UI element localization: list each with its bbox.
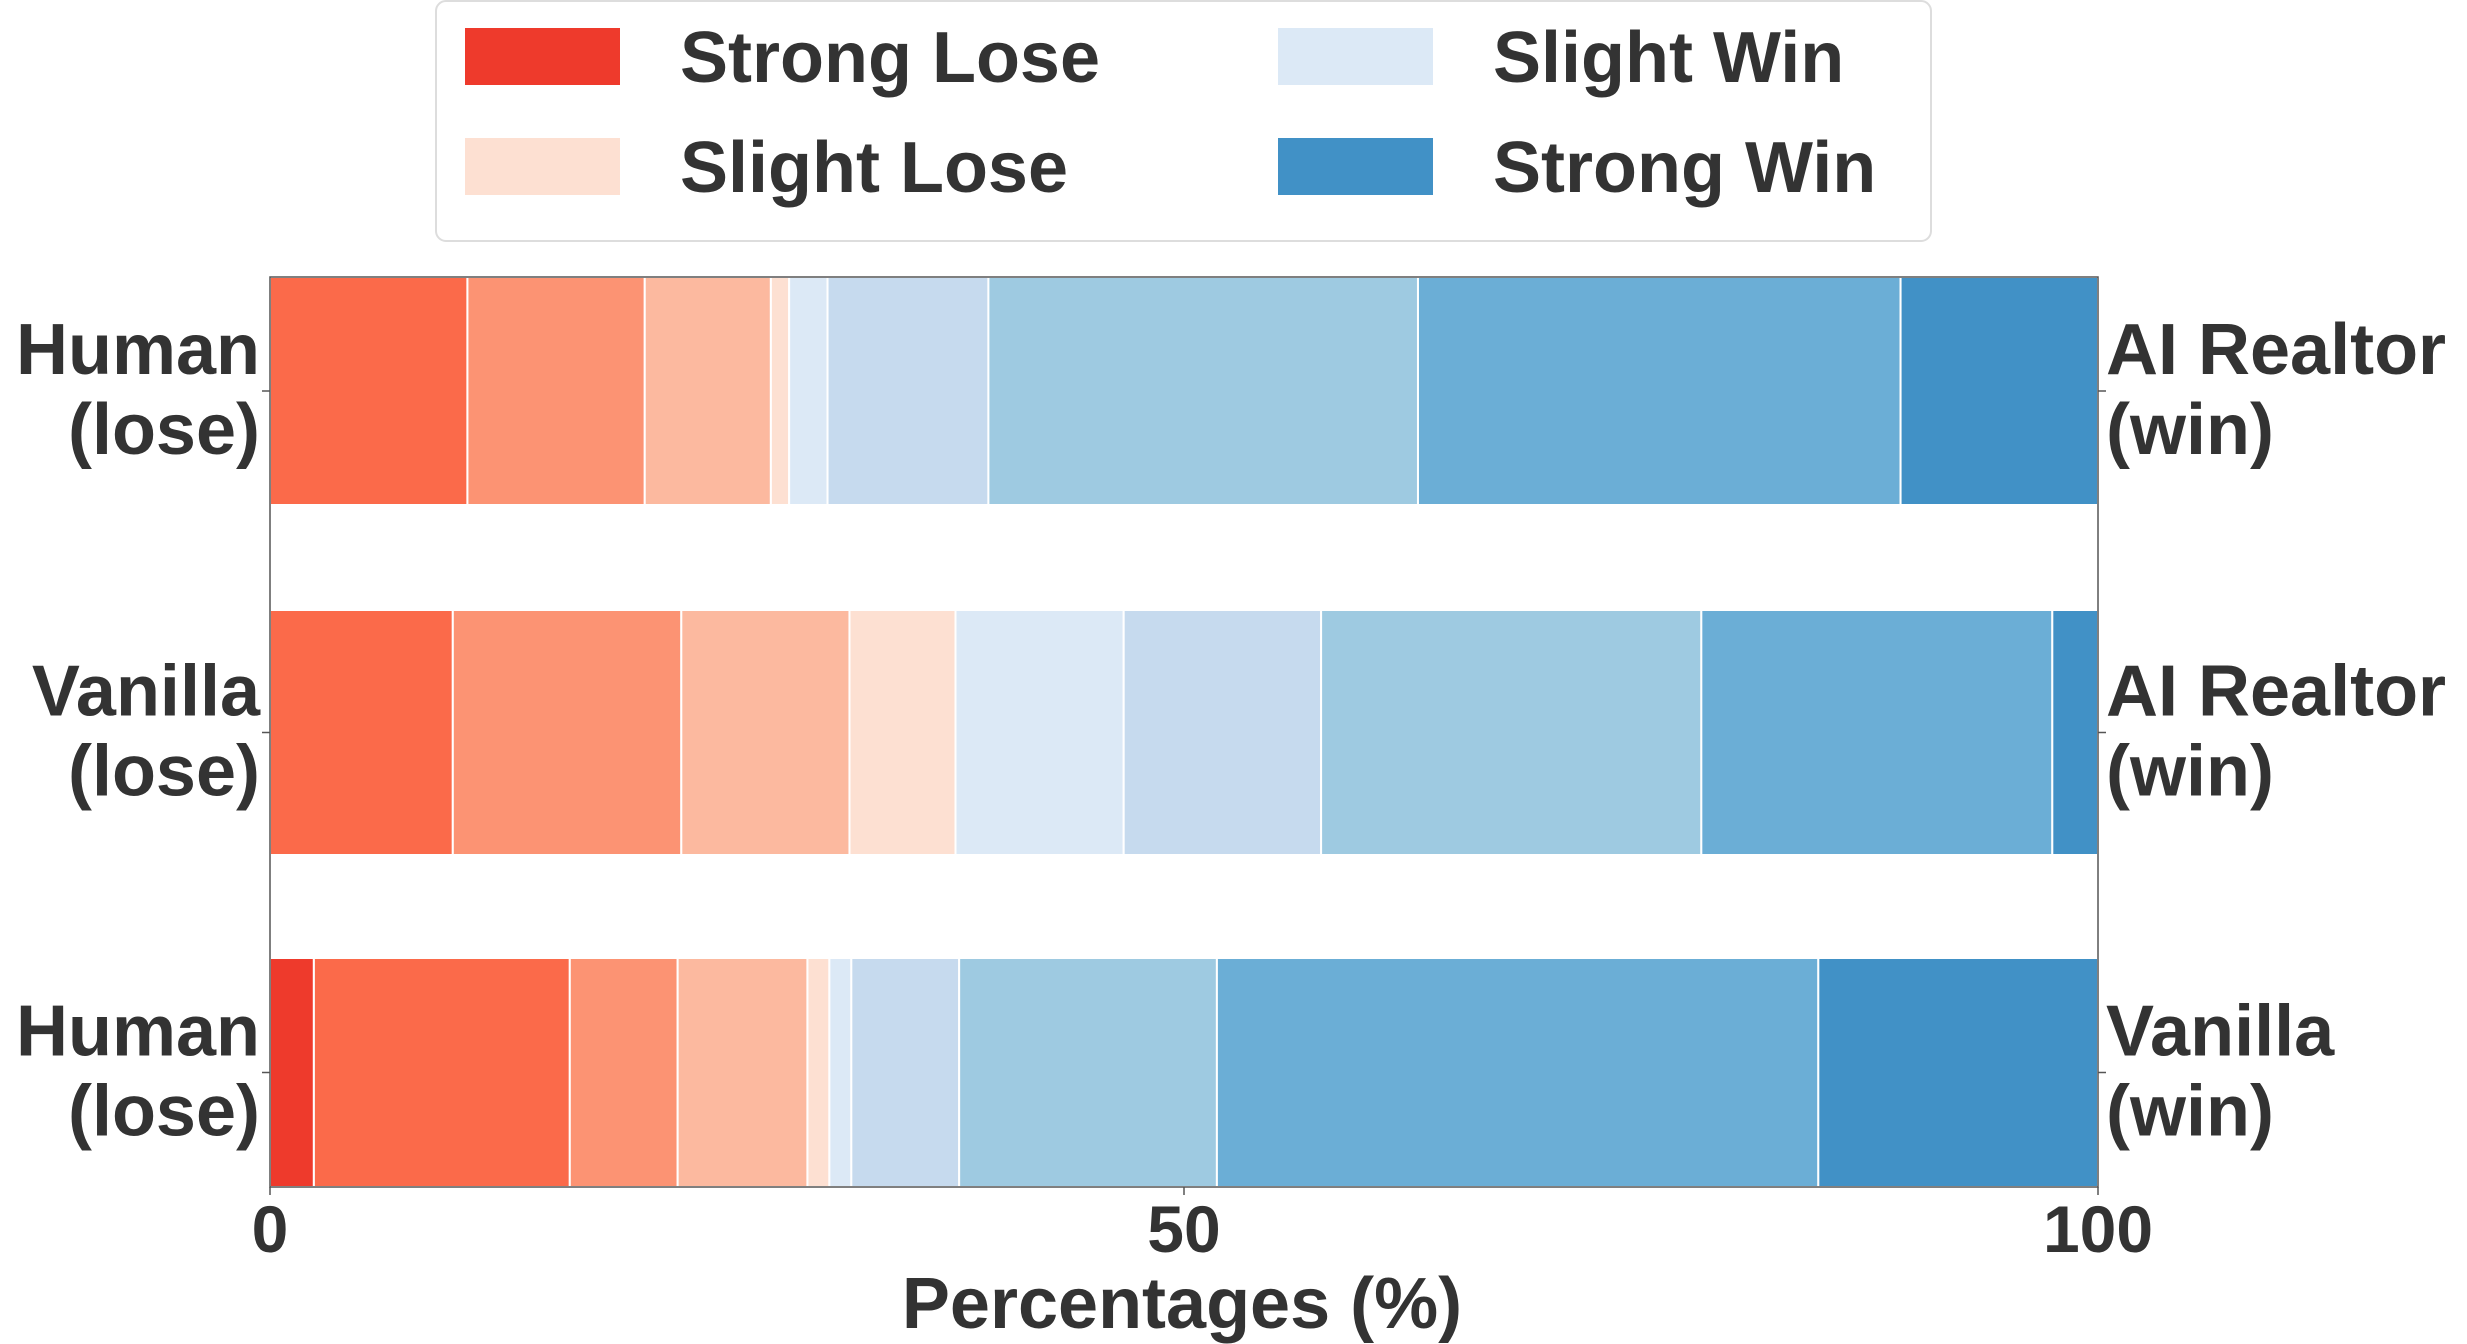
legend-entry: Strong Lose — [465, 18, 1100, 98]
bar-segment — [451, 609, 683, 856]
legend-entry: Slight Win — [1278, 18, 1844, 98]
row-label-left: Vanilla (lose) — [32, 652, 261, 812]
bar-segment — [1817, 957, 2100, 1188]
bar-segment — [954, 609, 1125, 856]
x-tick-label: 50 — [1147, 1192, 1220, 1266]
bar-segment — [1416, 276, 1902, 506]
bar-row — [269, 609, 2100, 856]
bar-segment — [848, 609, 957, 856]
legend-entry: Slight Lose — [465, 128, 1068, 208]
bar-segment — [676, 957, 809, 1188]
row-label-right: AI Realtor (win) — [2106, 310, 2446, 470]
bar-segment — [806, 957, 831, 1188]
bar-segment — [643, 276, 772, 506]
bar-segment — [269, 609, 454, 856]
legend-swatch — [1278, 138, 1433, 195]
legend-swatch — [465, 138, 620, 195]
bar-segment — [826, 276, 990, 506]
legend-frame — [435, 0, 1932, 242]
x-tick-label: 0 — [252, 1192, 289, 1266]
bar-segment — [269, 957, 315, 1188]
bar-segment — [1320, 609, 1703, 856]
row-label-left: Human (lose) — [16, 310, 260, 470]
x-axis: 0 50 100 — [252, 1187, 2153, 1266]
bar-segment — [2051, 609, 2100, 856]
bar-segment — [1122, 609, 1323, 856]
bar-segment — [958, 957, 1218, 1188]
bar-segment — [466, 276, 646, 506]
bar-segment — [1215, 957, 1820, 1188]
bar-segment — [828, 957, 853, 1188]
legend-label: Slight Win — [1493, 18, 1844, 98]
plot-area — [269, 276, 2100, 1188]
legend: Strong Lose Slight Lose Slight Win Strong W… — [435, 0, 1932, 242]
x-tick-label: 100 — [2043, 1192, 2153, 1266]
bar-segment — [788, 276, 829, 506]
bar-segment — [680, 609, 851, 856]
x-axis-label: Percentages (%) — [902, 1264, 1462, 1344]
bar-segment — [987, 276, 1419, 506]
bar-segment — [568, 957, 679, 1188]
legend-label: Strong Lose — [680, 18, 1100, 98]
legend-entry: Strong Win — [1278, 128, 1876, 208]
bar-segment — [1700, 609, 2054, 856]
legend-swatch — [465, 28, 620, 85]
bar-segment — [850, 957, 961, 1188]
row-label-right: AI Realtor (win) — [2106, 652, 2446, 812]
bar-segment — [1899, 276, 2100, 506]
row-label-right: Vanilla (win) — [2106, 992, 2335, 1152]
legend-label: Strong Win — [1493, 128, 1876, 208]
bar-segment — [769, 276, 791, 506]
bar-segment — [269, 276, 469, 506]
bar-row — [269, 276, 2100, 506]
bar-segment — [312, 957, 571, 1188]
row-label-left: Human (lose) — [16, 992, 260, 1152]
legend-label: Slight Lose — [680, 128, 1068, 208]
bar-row — [269, 957, 2100, 1188]
legend-swatch — [1278, 28, 1433, 85]
